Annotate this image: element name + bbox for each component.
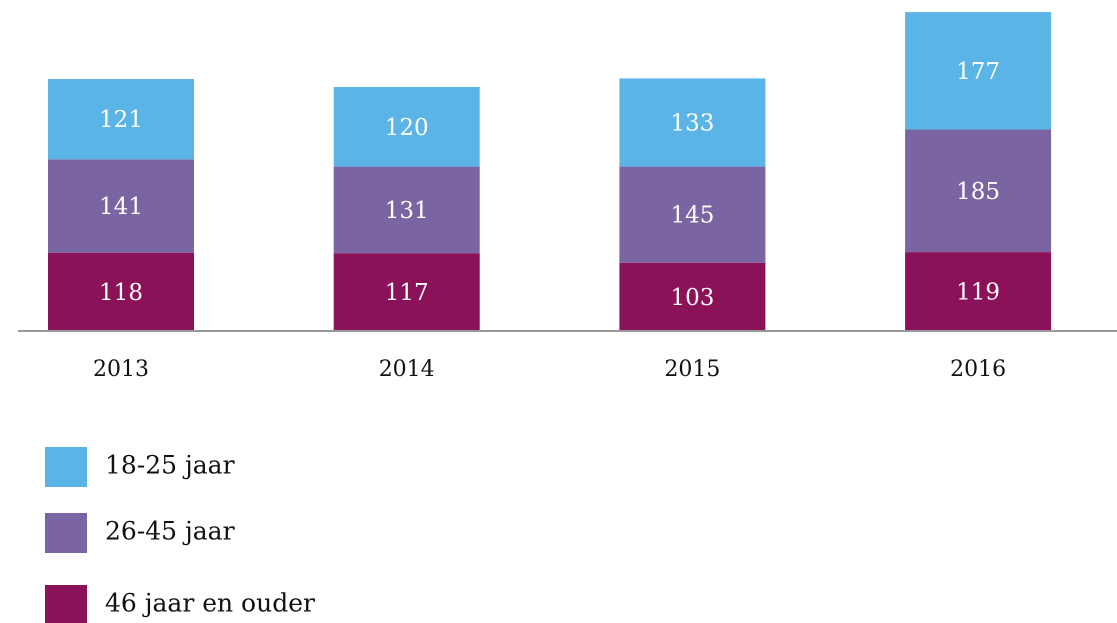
legend-swatch bbox=[45, 447, 87, 487]
legend-swatch bbox=[45, 585, 87, 623]
bar-segment bbox=[619, 262, 766, 331]
data-label: 120 bbox=[385, 115, 429, 141]
bar-segment bbox=[905, 12, 1052, 130]
bar-segment bbox=[619, 78, 766, 167]
bar-segment bbox=[905, 129, 1052, 253]
bar-segment bbox=[48, 159, 194, 253]
x-tick-label: 2015 bbox=[664, 357, 720, 382]
data-label: 118 bbox=[99, 280, 143, 306]
data-label: 185 bbox=[956, 179, 1000, 205]
x-tick-label: 2013 bbox=[93, 357, 149, 382]
bar-segment bbox=[333, 166, 480, 254]
bar-segment bbox=[333, 87, 480, 167]
bar-segment bbox=[48, 79, 194, 160]
data-label: 141 bbox=[99, 194, 143, 220]
bar-segment bbox=[48, 252, 194, 331]
x-tick-label: 2016 bbox=[950, 357, 1006, 382]
legend-label: 26-45 jaar bbox=[105, 517, 235, 546]
legend-swatch bbox=[45, 513, 87, 553]
legend-label: 18-25 jaar bbox=[105, 451, 235, 480]
data-label: 177 bbox=[956, 59, 1000, 85]
bar-segment bbox=[333, 253, 480, 331]
data-label: 145 bbox=[670, 203, 714, 229]
data-label: 117 bbox=[385, 280, 429, 306]
legend-label: 46 jaar en ouder bbox=[105, 589, 315, 618]
data-label: 121 bbox=[99, 107, 143, 133]
data-label: 133 bbox=[670, 110, 714, 136]
bar-segment bbox=[619, 166, 766, 263]
data-label: 119 bbox=[956, 280, 1000, 306]
bar-segment bbox=[905, 252, 1052, 331]
data-label: 103 bbox=[670, 285, 714, 311]
data-label: 131 bbox=[385, 198, 429, 224]
x-tick-label: 2014 bbox=[379, 357, 435, 382]
